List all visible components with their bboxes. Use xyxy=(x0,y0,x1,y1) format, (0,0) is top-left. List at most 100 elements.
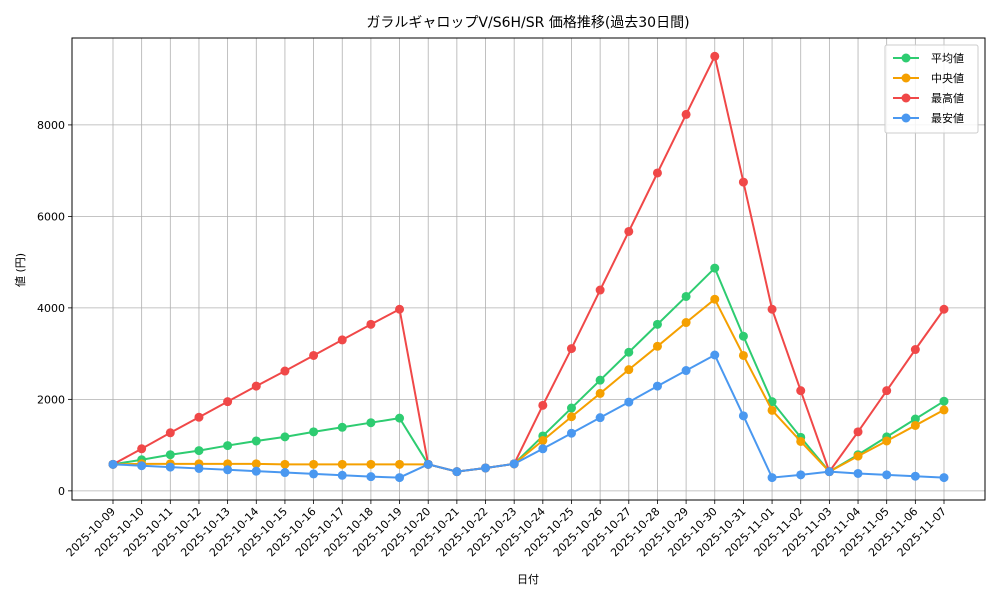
legend-item: 中央値 xyxy=(893,72,964,85)
legend-label: 最安値 xyxy=(931,111,964,125)
data-point xyxy=(710,294,720,304)
x-axis-label: 日付 xyxy=(517,573,539,586)
data-point xyxy=(194,446,204,456)
data-point xyxy=(509,459,519,469)
series-lines xyxy=(108,51,949,483)
data-point xyxy=(681,291,691,301)
data-point xyxy=(481,463,491,473)
grid xyxy=(72,38,985,500)
data-point xyxy=(395,413,405,423)
y-tick-label: 0 xyxy=(58,485,65,498)
data-point xyxy=(853,427,863,437)
data-point xyxy=(452,467,462,477)
data-point xyxy=(624,226,634,236)
data-point xyxy=(595,413,605,423)
data-point xyxy=(108,459,118,469)
data-point xyxy=(939,304,949,314)
data-point xyxy=(223,465,233,475)
data-point xyxy=(337,470,347,480)
legend-swatch-marker xyxy=(901,73,911,83)
data-point xyxy=(624,365,634,375)
data-point xyxy=(223,397,233,407)
legend-swatch-marker xyxy=(901,53,911,63)
legend-label: 中央値 xyxy=(931,72,964,85)
data-point xyxy=(796,436,806,446)
data-point xyxy=(767,304,777,314)
data-point xyxy=(738,331,748,341)
series-2 xyxy=(108,51,949,477)
data-point xyxy=(910,345,920,355)
data-point xyxy=(824,467,834,477)
data-point xyxy=(337,335,347,345)
data-point xyxy=(223,441,233,451)
data-point xyxy=(939,405,949,415)
data-point xyxy=(309,469,319,479)
y-tick-label: 6000 xyxy=(37,210,65,223)
data-point xyxy=(566,412,576,422)
data-point xyxy=(882,436,892,446)
data-point xyxy=(137,444,147,454)
data-point xyxy=(280,468,290,478)
data-point xyxy=(796,386,806,396)
data-point xyxy=(366,459,376,469)
data-point xyxy=(395,304,405,314)
series-line xyxy=(112,266,945,473)
data-point xyxy=(681,109,691,119)
series-1 xyxy=(108,294,949,477)
data-point xyxy=(280,432,290,442)
plot-frame xyxy=(71,37,986,501)
data-point xyxy=(366,319,376,329)
data-point xyxy=(337,422,347,432)
data-point xyxy=(624,347,634,357)
data-point xyxy=(137,461,147,471)
data-point xyxy=(710,350,720,360)
data-point xyxy=(194,412,204,422)
data-point xyxy=(165,462,175,472)
series-3 xyxy=(108,350,949,483)
data-point xyxy=(882,470,892,480)
data-point xyxy=(738,177,748,187)
data-point xyxy=(652,381,662,391)
series-line xyxy=(112,53,945,474)
legend-label: 平均値 xyxy=(931,52,964,65)
data-point xyxy=(251,466,261,476)
data-point xyxy=(939,473,949,483)
tick-labels: 2025-10-092025-10-102025-10-112025-10-12… xyxy=(37,119,949,559)
data-point xyxy=(710,51,720,61)
data-point xyxy=(738,411,748,421)
y-tick-label: 4000 xyxy=(37,302,65,315)
data-point xyxy=(882,386,892,396)
data-point xyxy=(366,472,376,482)
data-point xyxy=(366,418,376,428)
data-point xyxy=(767,405,777,415)
data-point xyxy=(910,471,920,481)
data-point xyxy=(738,350,748,360)
data-point xyxy=(251,459,261,469)
data-point xyxy=(595,285,605,295)
legend-item: 平均値 xyxy=(893,52,964,65)
data-point xyxy=(595,388,605,398)
data-point xyxy=(853,468,863,478)
data-point xyxy=(165,428,175,438)
data-point xyxy=(910,420,920,430)
data-point xyxy=(566,403,576,413)
data-point xyxy=(853,451,863,461)
data-point xyxy=(796,470,806,480)
legend-label: 最高値 xyxy=(931,91,964,105)
data-point xyxy=(566,428,576,438)
data-point xyxy=(423,459,433,469)
y-tick-label: 8000 xyxy=(37,119,65,132)
legend-swatch-marker xyxy=(901,113,911,123)
data-point xyxy=(652,168,662,178)
series-line xyxy=(112,297,945,473)
data-point xyxy=(624,397,634,407)
data-point xyxy=(681,318,691,328)
axes xyxy=(68,37,986,504)
data-point xyxy=(280,459,290,469)
data-point xyxy=(395,473,405,483)
chart-title: ガラルギャロップV/S6H/SR 価格推移(過去30日間) xyxy=(366,15,689,31)
data-point xyxy=(939,396,949,406)
data-point xyxy=(652,319,662,329)
